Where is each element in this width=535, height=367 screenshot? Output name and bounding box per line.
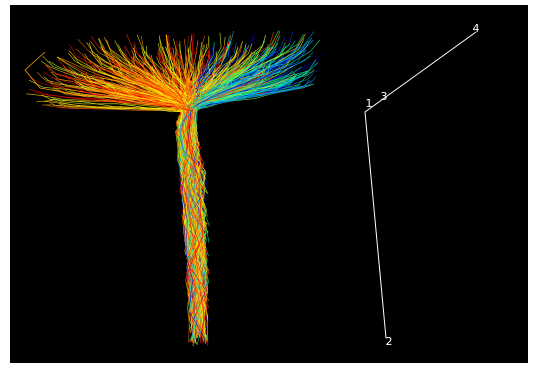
page: {"markers": [{"label": "1"}, {"label": "…: [0, 0, 535, 367]
viewport: 1 2 3 4: [0, 0, 535, 367]
marker-label: 3: [381, 90, 388, 103]
marker-label: 1: [366, 97, 373, 110]
marker-label: 2: [386, 335, 393, 348]
marker-label: 4: [473, 22, 480, 35]
